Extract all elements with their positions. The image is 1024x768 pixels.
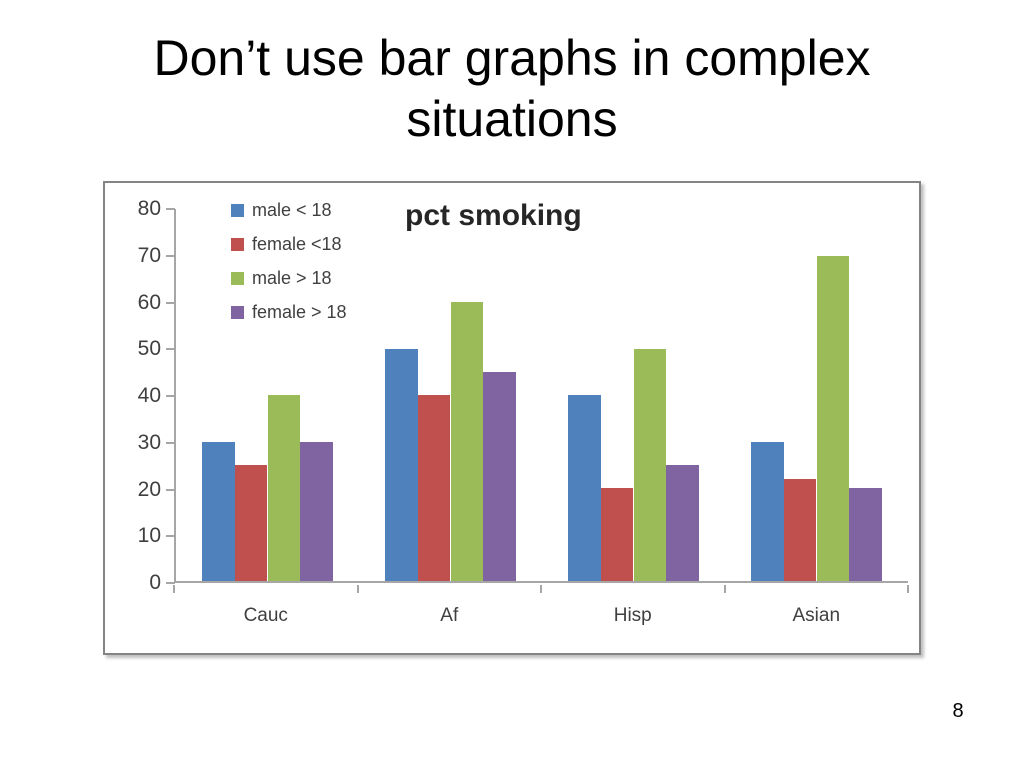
x-category-label: Cauc xyxy=(243,605,288,626)
bar-hisp-series-0 xyxy=(567,395,601,581)
y-tick-mark xyxy=(166,535,175,538)
legend-label: male < 18 xyxy=(252,200,332,220)
legend-item: female <18 xyxy=(231,234,347,255)
y-tick-mark xyxy=(166,348,175,351)
y-tick-mark xyxy=(166,582,175,584)
bar-af-series-1 xyxy=(417,395,451,581)
legend-item: male > 18 xyxy=(231,268,347,289)
y-tick-label: 0 xyxy=(149,571,161,594)
y-tick-mark xyxy=(166,488,175,491)
legend-label: female > 18 xyxy=(252,302,347,322)
bar-cauc-series-0 xyxy=(201,441,235,581)
bar-af-series-2 xyxy=(450,302,484,581)
x-category-label: Asian xyxy=(792,605,841,626)
bar-asian-series-2 xyxy=(816,255,850,581)
bar-hisp-series-2 xyxy=(633,348,667,581)
y-tick-label: 40 xyxy=(137,384,161,407)
y-tick-mark xyxy=(166,441,175,444)
chart-frame: pct smoking male < 18 female <18 male > 18… xyxy=(103,181,921,655)
bar-hisp-series-1 xyxy=(600,488,634,581)
legend-swatch-icon xyxy=(231,204,244,217)
bar-group-asian xyxy=(725,209,908,581)
y-tick-mark xyxy=(166,254,175,257)
legend-label: female <18 xyxy=(252,234,342,254)
x-category-label: Hisp xyxy=(613,605,652,626)
bar-group-cauc xyxy=(176,209,359,581)
y-tick-mark xyxy=(166,208,175,210)
page-number: 8 xyxy=(952,700,964,722)
x-tick-mark xyxy=(173,585,175,593)
y-tick-label: 70 xyxy=(137,243,161,267)
legend-item: female > 18 xyxy=(231,302,347,323)
y-tick-label: 50 xyxy=(137,337,161,361)
bar-asian-series-0 xyxy=(750,441,784,581)
legend-swatch-icon xyxy=(231,306,244,319)
chart-title: pct smoking xyxy=(405,199,582,232)
y-tick-label: 30 xyxy=(137,430,161,454)
bar-cauc-series-2 xyxy=(267,395,301,581)
plot-area xyxy=(174,209,908,583)
bar-group-af xyxy=(359,209,542,581)
chart-legend: male < 18 female <18 male > 18 female > 18 xyxy=(231,200,347,323)
x-tick-mark xyxy=(907,585,909,593)
y-tick-label: 60 xyxy=(137,290,161,314)
y-tick-label: 20 xyxy=(137,477,161,501)
x-category-label: Af xyxy=(440,605,459,626)
y-tick-label: 80 xyxy=(137,197,161,220)
y-tick-label: 10 xyxy=(137,524,161,548)
bar-hisp-series-3 xyxy=(666,464,700,581)
legend-swatch-icon xyxy=(231,238,244,251)
x-tick-mark xyxy=(356,585,359,593)
bar-asian-series-1 xyxy=(783,478,817,581)
x-tick-mark xyxy=(540,585,542,593)
bar-asian-series-3 xyxy=(849,488,883,581)
bar-af-series-3 xyxy=(483,371,517,581)
slide-title: Don’t use bar graphs in complex situatio… xyxy=(153,30,871,147)
legend-item: male < 18 xyxy=(231,200,347,221)
y-tick-mark xyxy=(166,301,175,304)
bar-af-series-0 xyxy=(384,348,418,581)
bar-cauc-series-1 xyxy=(234,464,268,581)
y-tick-mark xyxy=(166,395,175,397)
x-tick-mark xyxy=(723,585,726,593)
legend-swatch-icon xyxy=(231,272,244,285)
legend-label: male > 18 xyxy=(252,268,332,288)
bar-cauc-series-3 xyxy=(300,441,334,581)
bar-group-hisp xyxy=(542,209,725,581)
